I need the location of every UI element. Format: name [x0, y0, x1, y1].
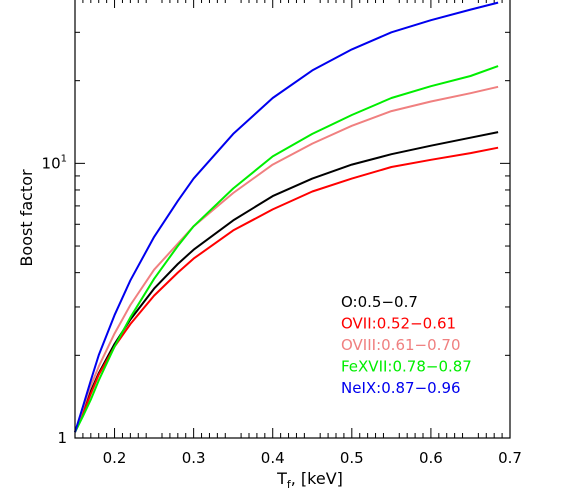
y-tick-label: 1	[57, 429, 67, 447]
x-tick-label: 0.4	[261, 449, 285, 467]
series-layer	[74, 1, 499, 433]
legend: O:0.5−0.7 OVII:0.52−0.61 OVIII:0.61−0.70 Fe…	[341, 293, 472, 397]
x-axis-title-subscript: f	[287, 478, 292, 491]
y-axis-title: Boost factor	[17, 169, 36, 267]
x-tick-label: 0.7	[498, 449, 522, 467]
x-tick-label: 0.3	[182, 449, 206, 467]
y-tick-label-base: 1	[57, 429, 67, 447]
x-axis-title: Tf, [keV]	[276, 469, 343, 491]
x-tick-label: 0.2	[103, 449, 127, 467]
y-tick-label-exponent: 1	[61, 153, 67, 164]
legend-entry-neix: NeIX:0.87−0.96	[341, 379, 461, 397]
x-axis-title-main: T	[276, 469, 287, 488]
plot-frame	[74, 0, 511, 439]
x-axis-title-unit: , [keV]	[291, 469, 343, 488]
series-line-fexvii	[74, 65, 499, 433]
legend-entry-fexvii: FeXVII:0.78−0.87	[341, 358, 472, 376]
x-tick-label: 0.5	[340, 449, 364, 467]
x-tick-label: 0.6	[419, 449, 443, 467]
legend-entry-ovii: OVII:0.52−0.61	[341, 315, 456, 333]
series-line-ovii	[74, 146, 499, 433]
series-line-neix	[74, 1, 499, 433]
y-tick-label: 101	[42, 153, 67, 172]
legend-entry-oviii: OVIII:0.61−0.70	[341, 336, 461, 354]
legend-entry-o: O:0.5−0.7	[341, 293, 418, 311]
y-tick-label-base: 10	[42, 154, 61, 172]
